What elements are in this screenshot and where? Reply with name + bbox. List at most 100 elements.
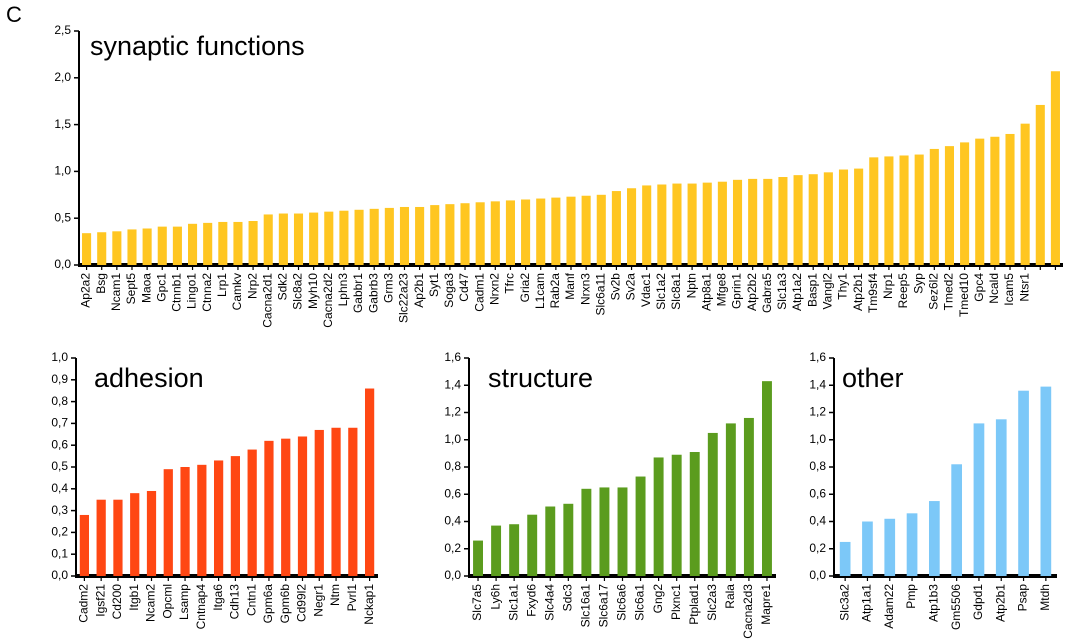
bar — [521, 199, 531, 265]
bar — [233, 221, 243, 265]
category-label: Cacna2d1 — [260, 273, 274, 328]
category-label: Ly6h — [488, 584, 502, 610]
y-tick-label: 1,0 — [54, 164, 71, 178]
bar — [748, 178, 758, 265]
category-label: Fxyd6 — [524, 584, 538, 617]
bar — [778, 177, 788, 265]
bar — [1035, 104, 1045, 265]
category-label: Vangl2 — [821, 273, 835, 310]
bar — [581, 488, 592, 576]
category-label: Slc8a2 — [291, 273, 305, 310]
y-tick-label: 2,0 — [54, 70, 71, 84]
y-tick-label: 0,0 — [51, 568, 68, 582]
y-tick-label: 0,7 — [51, 416, 68, 430]
category-label: Atp1a1 — [860, 584, 874, 622]
bar — [157, 226, 167, 265]
category-label: Sv2b — [609, 273, 623, 301]
bar — [838, 169, 849, 265]
category-label: Ntm — [328, 584, 342, 606]
category-label: Lphn3 — [336, 273, 350, 307]
category-label: Maoa — [139, 273, 153, 303]
y-tick-label: 0,1 — [51, 546, 68, 560]
category-label: Ap2b1 — [412, 273, 426, 308]
category-label: Gprin1 — [730, 273, 744, 309]
category-label: Slc1a1 — [506, 584, 520, 621]
y-tick-label: 0,5 — [51, 459, 68, 473]
y-tick-label: 1,0 — [444, 432, 461, 446]
bar — [281, 438, 291, 576]
bar — [491, 525, 502, 576]
bar — [163, 469, 173, 576]
bar — [763, 178, 773, 265]
category-label: Manf — [563, 272, 577, 299]
category-label: Slc2a3 — [705, 584, 719, 621]
bar — [951, 464, 963, 576]
bar — [990, 136, 1000, 265]
category-label: Atp2b2 — [745, 273, 759, 311]
category-label: Myh10 — [306, 273, 320, 309]
bar — [808, 174, 818, 265]
category-label: Slc6a11 — [593, 273, 607, 316]
category-label: Plxnc1 — [669, 584, 683, 620]
bar — [230, 456, 241, 576]
category-label: Gpc1 — [154, 273, 168, 302]
y-tick-label: 0,9 — [51, 372, 68, 386]
bar — [563, 503, 574, 576]
bar — [725, 423, 736, 576]
bar — [869, 157, 879, 265]
y-tick-label: 1,2 — [809, 405, 826, 419]
bar — [473, 540, 483, 576]
bar — [527, 514, 538, 576]
category-label: Syt1 — [427, 273, 441, 297]
category-label: Mtdh — [1038, 584, 1052, 611]
bar — [79, 514, 90, 576]
bar — [354, 209, 364, 265]
category-label: Reep5 — [896, 273, 910, 309]
category-label: Slc6a1 — [633, 584, 647, 621]
y-tick-label: 0,2 — [809, 541, 826, 555]
bar — [127, 229, 137, 265]
bar — [247, 449, 257, 576]
y-tick-label: 0,0 — [444, 568, 461, 582]
category-label: Gabra5 — [760, 273, 774, 313]
bar — [973, 423, 985, 576]
bar — [293, 213, 304, 265]
bar — [142, 228, 152, 265]
category-label: Negr1 — [311, 584, 325, 617]
bar — [113, 499, 123, 576]
category-label: Slc1a3 — [775, 273, 789, 310]
bar — [324, 211, 334, 265]
bar — [906, 513, 918, 576]
bar — [551, 197, 561, 265]
bar — [672, 183, 682, 265]
bar — [1040, 386, 1052, 576]
y-tick-label: 0,8 — [809, 459, 826, 473]
bar — [566, 196, 576, 265]
y-tick-label: 0,4 — [444, 514, 461, 528]
category-label: Sez6l2 — [926, 273, 940, 310]
y-tick-label: 0,6 — [51, 437, 68, 451]
bar — [490, 201, 500, 265]
bar — [960, 142, 970, 265]
bar — [218, 221, 228, 265]
category-label: Opcml — [160, 584, 174, 619]
category-label: Basp1 — [805, 273, 819, 307]
category-label: Slc8a1 — [669, 273, 683, 310]
chart-title: structure — [488, 363, 593, 393]
y-tick-label: 0,4 — [51, 481, 68, 495]
category-label: Cntnap4 — [194, 584, 208, 630]
bar — [430, 205, 440, 265]
bar — [445, 204, 455, 265]
bar — [364, 388, 375, 576]
category-label: Pmp — [904, 584, 918, 609]
y-tick-label: 0,0 — [54, 257, 71, 271]
bar — [130, 493, 140, 576]
bar — [581, 195, 591, 265]
category-label: Gng2 — [651, 584, 665, 614]
bar — [348, 427, 358, 576]
bar — [1050, 71, 1060, 265]
y-tick-label: 0,3 — [51, 503, 68, 517]
category-label: Ncam2 — [144, 584, 158, 622]
bar — [617, 487, 628, 576]
